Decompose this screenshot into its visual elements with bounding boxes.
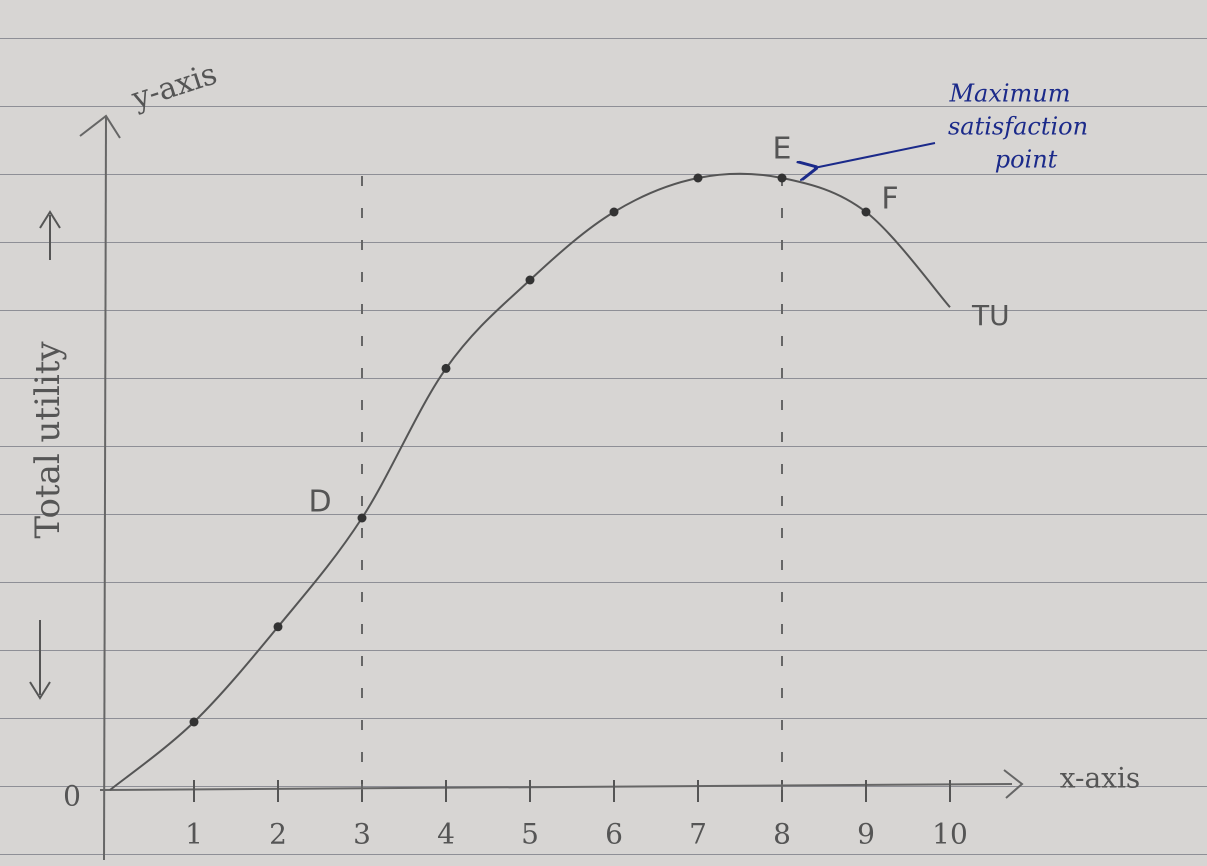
annotation-arrow — [814, 142, 936, 168]
y-arrow-down — [29, 620, 51, 700]
x-tick-label: 7 — [689, 818, 707, 851]
data-point — [693, 173, 703, 183]
x-tick-label: 10 — [932, 818, 968, 851]
x-tick-label: 6 — [605, 818, 623, 851]
x-tick-label: 1 — [185, 818, 203, 851]
annotation-line: Maximum — [948, 80, 1070, 108]
x-tick-label: 0 — [63, 780, 81, 813]
y-axis — [103, 115, 107, 861]
x-tick-label: 2 — [269, 818, 287, 851]
y-axis-arrow — [79, 114, 121, 139]
x-tick-label: 3 — [353, 818, 371, 851]
x-tick-label: 9 — [857, 818, 875, 851]
x-tick-label: 5 — [521, 818, 539, 851]
x-tick-label: 8 — [773, 818, 791, 851]
data-point — [441, 363, 451, 373]
data-point — [609, 207, 619, 217]
data-point — [273, 622, 283, 632]
point-label: F — [881, 182, 898, 217]
data-point — [525, 275, 535, 285]
y-label: Total utility — [28, 341, 68, 539]
y-arrow-up — [39, 210, 61, 260]
series-label: TU — [971, 299, 1010, 332]
data-point — [777, 173, 787, 183]
point-label: E — [773, 132, 792, 167]
annotation-line: point — [995, 146, 1058, 174]
x-tick-label: 4 — [437, 818, 455, 851]
data-point — [189, 717, 199, 727]
x-axis-arrow — [1003, 769, 1024, 799]
y-label-group: Total utility — [28, 210, 68, 700]
point-label: D — [308, 485, 331, 520]
annotation-line: satisfaction — [948, 113, 1088, 141]
tu-curve — [109, 172, 951, 791]
data-point — [357, 513, 367, 523]
x-axis-label: x-axis — [1060, 762, 1141, 795]
data-point — [861, 207, 871, 217]
x-axis — [99, 783, 1013, 791]
annotation: Maximum satisfaction point — [814, 80, 1088, 174]
